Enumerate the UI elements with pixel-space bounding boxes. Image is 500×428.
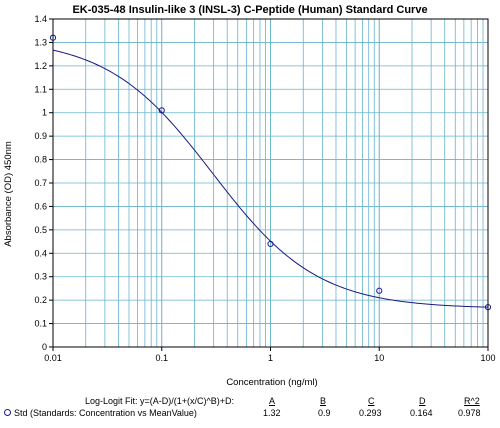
y-tick-label: 1.1 bbox=[34, 84, 47, 94]
fit-header-d: D bbox=[419, 396, 426, 406]
y-tick-label: 0.7 bbox=[34, 178, 47, 188]
y-tick-label: 0 bbox=[42, 342, 47, 352]
data-point bbox=[267, 240, 274, 248]
x-axis-label: Concentration (ng/ml) bbox=[226, 377, 317, 388]
y-tick-label: 1 bbox=[42, 108, 47, 118]
fit-header-a: A bbox=[269, 396, 276, 406]
y-tick-label: 0.5 bbox=[34, 225, 47, 235]
series-marker-icon bbox=[4, 409, 11, 416]
fit-header-b: B bbox=[320, 396, 327, 406]
y-tick-label: 0.3 bbox=[34, 272, 47, 282]
legend-series-name: Std (Standards: Concentration vs MeanVal… bbox=[14, 408, 197, 418]
fit-header-r2: R^2 bbox=[464, 396, 480, 406]
y-axis-label: Absorbance (OD) 450nm bbox=[3, 141, 14, 247]
fit-summary: Log-Logit Fit: y=(A-D)/(1+(x/C)^B)+D: A … bbox=[0, 391, 500, 428]
y-tick-label: 1.2 bbox=[34, 61, 47, 71]
fit-value-d: 0.164 bbox=[410, 408, 433, 418]
grid-lines bbox=[53, 19, 488, 347]
data-point bbox=[158, 107, 165, 114]
x-tick-label: 1 bbox=[268, 353, 273, 363]
y-tick-label: 0.6 bbox=[34, 201, 47, 211]
fit-value-c: 0.293 bbox=[359, 408, 382, 418]
plot-frame bbox=[52, 18, 489, 348]
y-tick-label: 0.8 bbox=[34, 155, 47, 165]
fit-header-c: C bbox=[368, 396, 375, 406]
x-tick-label: 10 bbox=[374, 353, 384, 363]
data-point bbox=[376, 287, 383, 294]
y-tick-label: 0.9 bbox=[34, 131, 47, 141]
y-tick-label: 1.4 bbox=[34, 14, 47, 24]
fit-formula: Log-Logit Fit: y=(A-D)/(1+(x/C)^B)+D: bbox=[85, 396, 235, 406]
fit-value-b: 0.9 bbox=[318, 408, 331, 418]
fit-value-r2: 0.978 bbox=[458, 408, 481, 418]
y-tick-label: 0.1 bbox=[34, 319, 47, 329]
y-tick-label: 1.3 bbox=[34, 37, 47, 47]
x-tick-label: 0.1 bbox=[155, 353, 168, 363]
fit-value-a: 1.32 bbox=[263, 408, 281, 418]
tick-labels: 0.01 0.1 1 10 100 0 0.1 0.2 0.3 0.4 0.5 0.6 0.7 0.8 0.… bbox=[34, 14, 495, 363]
y-tick-label: 0.2 bbox=[34, 295, 47, 305]
x-tick-label: 100 bbox=[480, 353, 495, 363]
x-tick-label: 0.01 bbox=[44, 353, 62, 363]
y-tick-label: 0.4 bbox=[34, 248, 47, 258]
chart-title: EK-035-48 Insulin-like 3 (INSL-3) C-Pept… bbox=[72, 4, 427, 16]
